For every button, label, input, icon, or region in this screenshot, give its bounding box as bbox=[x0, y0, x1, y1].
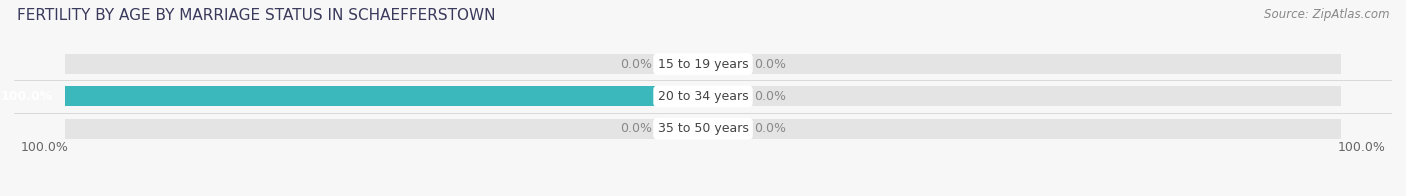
Bar bbox=[65, 86, 703, 106]
Bar bbox=[665, 56, 703, 73]
Text: 0.0%: 0.0% bbox=[620, 122, 652, 135]
Text: 100.0%: 100.0% bbox=[21, 141, 69, 154]
Bar bbox=[703, 86, 1341, 106]
Text: 0.0%: 0.0% bbox=[754, 90, 786, 103]
Text: 15 to 19 years: 15 to 19 years bbox=[658, 58, 748, 71]
Bar bbox=[665, 120, 703, 137]
Bar bbox=[665, 88, 703, 105]
Text: 0.0%: 0.0% bbox=[620, 58, 652, 71]
Text: 100.0%: 100.0% bbox=[0, 90, 52, 103]
Bar bbox=[703, 56, 741, 73]
Bar bbox=[703, 88, 741, 105]
Bar bbox=[703, 54, 1341, 74]
Bar bbox=[703, 120, 741, 137]
Bar bbox=[703, 119, 1341, 139]
Bar bbox=[65, 54, 703, 74]
Text: 20 to 34 years: 20 to 34 years bbox=[658, 90, 748, 103]
Bar bbox=[65, 86, 703, 106]
Text: 100.0%: 100.0% bbox=[1337, 141, 1385, 154]
Text: 0.0%: 0.0% bbox=[754, 58, 786, 71]
Text: 35 to 50 years: 35 to 50 years bbox=[658, 122, 748, 135]
Text: 0.0%: 0.0% bbox=[754, 122, 786, 135]
Text: Source: ZipAtlas.com: Source: ZipAtlas.com bbox=[1264, 8, 1389, 21]
Text: FERTILITY BY AGE BY MARRIAGE STATUS IN SCHAEFFERSTOWN: FERTILITY BY AGE BY MARRIAGE STATUS IN S… bbox=[17, 8, 495, 23]
Bar bbox=[65, 119, 703, 139]
